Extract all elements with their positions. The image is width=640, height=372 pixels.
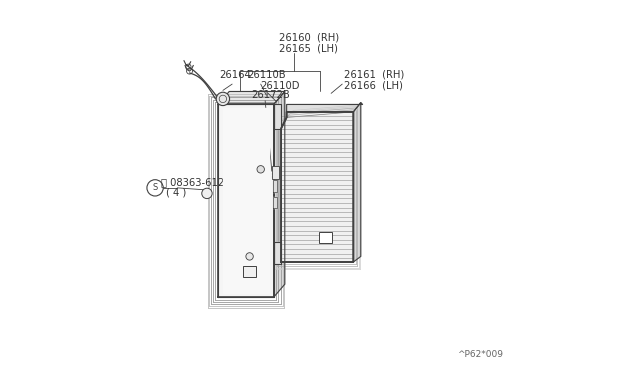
Text: 26172B: 26172B [252, 90, 290, 100]
Polygon shape [274, 105, 281, 129]
Circle shape [246, 253, 253, 260]
Text: ( 4 ): ( 4 ) [166, 187, 186, 198]
Polygon shape [218, 105, 274, 297]
Polygon shape [274, 241, 281, 264]
Text: 26164: 26164 [219, 70, 251, 80]
Text: 26161  (RH): 26161 (RH) [344, 70, 404, 80]
Polygon shape [273, 197, 277, 208]
Circle shape [257, 166, 264, 173]
Text: 26110D: 26110D [260, 81, 300, 91]
Polygon shape [218, 92, 285, 105]
Polygon shape [281, 112, 353, 262]
Polygon shape [223, 108, 269, 294]
Bar [243, 266, 256, 277]
Circle shape [216, 92, 230, 106]
Text: 26165  (LH): 26165 (LH) [279, 43, 338, 53]
Bar [272, 166, 279, 179]
Text: 26166  (LH): 26166 (LH) [344, 80, 403, 90]
Polygon shape [353, 103, 361, 262]
Polygon shape [274, 92, 285, 297]
Bar [319, 232, 332, 243]
Text: S: S [152, 183, 157, 192]
Text: 26110B: 26110B [248, 70, 286, 80]
Text: 26160  (RH): 26160 (RH) [279, 33, 339, 43]
Polygon shape [287, 103, 363, 112]
Circle shape [202, 188, 212, 199]
Text: Ⓢ 08363-61238: Ⓢ 08363-61238 [161, 177, 236, 187]
Text: ^P62*009: ^P62*009 [457, 350, 503, 359]
Polygon shape [273, 180, 277, 192]
